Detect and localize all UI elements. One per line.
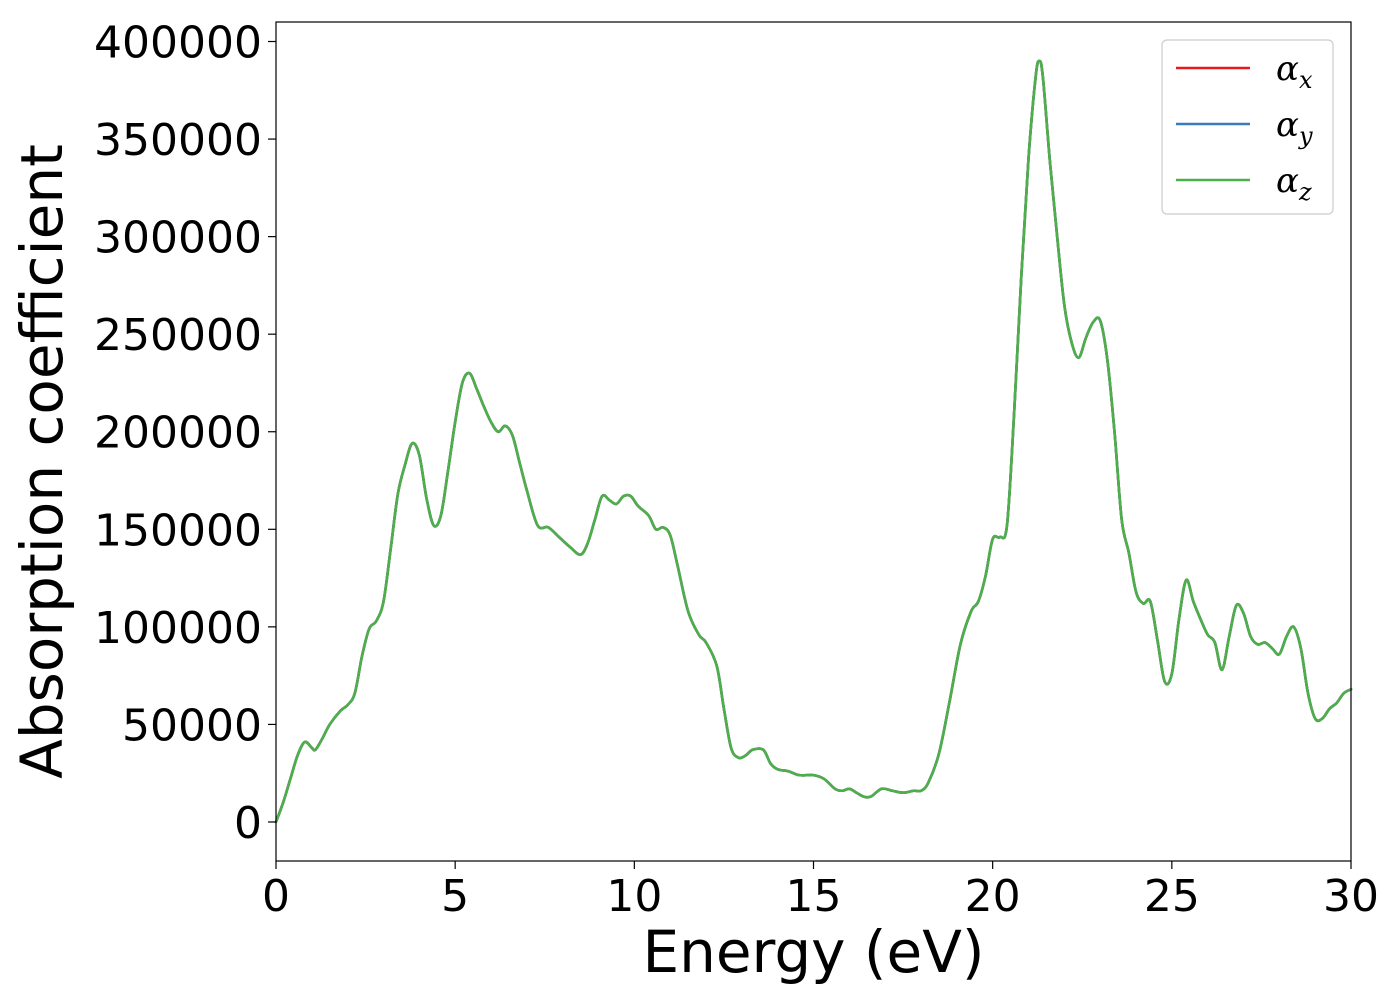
x-tick-label: 20: [965, 871, 1021, 922]
legend-label-subscript: z: [1298, 178, 1312, 206]
x-tick-label: 15: [786, 871, 842, 922]
x-tick-label: 10: [606, 871, 662, 922]
y-tick-label: 100000: [94, 603, 262, 654]
x-tick-label: 5: [441, 871, 469, 922]
x-axis-title: Energy (eV): [642, 918, 984, 986]
legend-label-main: α: [1276, 105, 1299, 145]
y-tick-label: 50000: [122, 700, 262, 751]
y-tick-label: 250000: [94, 310, 262, 361]
x-tick-label: 0: [262, 871, 290, 922]
y-tick-label: 0: [234, 798, 262, 849]
legend-label-subscript: x: [1299, 66, 1313, 94]
legend-label-main: α: [1276, 161, 1299, 201]
legend-label-x: αx: [1276, 49, 1313, 94]
legend-label-main: α: [1276, 49, 1299, 89]
legend-box: [1161, 39, 1334, 215]
y-tick-label: 400000: [94, 18, 262, 69]
y-tick-label: 350000: [94, 115, 262, 166]
series-line-z: [274, 59, 1353, 824]
legend-label-z: αz: [1276, 161, 1312, 206]
y-tick-label: 300000: [94, 213, 262, 264]
legend-label-y: αy: [1276, 105, 1313, 150]
y-axis-title: Absorption coefficient: [8, 144, 76, 779]
x-tick-label: 25: [1144, 871, 1200, 922]
x-axis: 0 5 10 15 20 25 30: [262, 861, 1379, 922]
y-tick-label: 150000: [94, 505, 262, 556]
legend-label-subscript: y: [1298, 122, 1313, 150]
y-tick-label: 200000: [94, 408, 262, 459]
series-layer: [274, 59, 1353, 824]
y-axis: 0 50000 100000 150000 200000 250000 300000 3500…: [94, 18, 276, 849]
x-tick-label: 30: [1323, 871, 1379, 922]
